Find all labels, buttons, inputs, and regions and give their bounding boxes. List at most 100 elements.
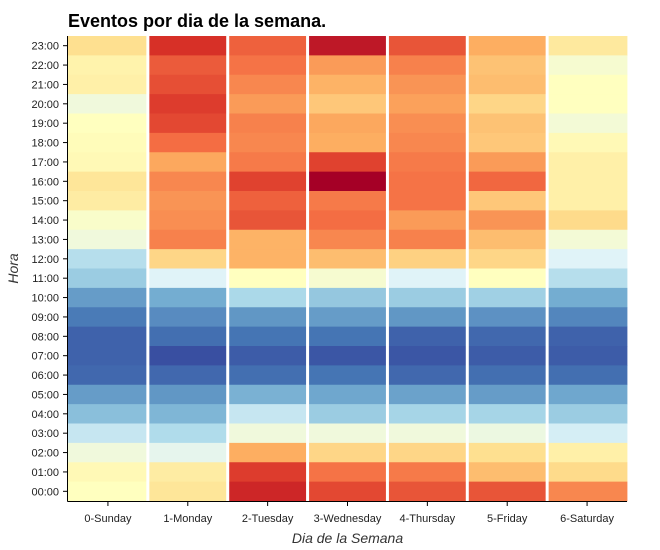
heatmap-cell [227, 481, 308, 502]
y-tick-label: 08:00 [31, 331, 59, 343]
heatmap-cell [387, 326, 468, 347]
y-tick-label: 17:00 [31, 157, 59, 169]
heatmap-cell [467, 132, 548, 153]
heatmap-cell [147, 442, 229, 463]
heatmap-cell [467, 55, 548, 76]
heatmap-cell [68, 384, 149, 405]
heatmap-cell [307, 365, 388, 386]
heatmap-cell [387, 404, 468, 424]
heatmap-cell [68, 365, 149, 386]
heatmap-cell [387, 36, 468, 56]
heatmap-cell [547, 249, 628, 269]
heatmap-cell [307, 191, 388, 211]
x-tick-label: 6-Saturday [560, 513, 614, 525]
y-tick-label: 22:00 [31, 60, 59, 72]
heatmap-cell [307, 171, 388, 192]
heatmap-cell [227, 132, 308, 153]
heatmap-cell [387, 346, 468, 366]
heatmap-cell [387, 442, 468, 463]
heatmap-cell [467, 152, 548, 173]
heatmap-cell [227, 36, 308, 56]
heatmap-cell [307, 384, 388, 405]
heatmap-cell [227, 210, 308, 231]
heatmap-cell [387, 94, 468, 114]
heatmap-cell [147, 268, 229, 289]
heatmap-cell [307, 481, 388, 502]
heatmap-cell [467, 268, 548, 289]
y-tick-label: 05:00 [31, 389, 59, 401]
heatmap-cell [387, 55, 468, 76]
heatmap-cell [387, 307, 468, 328]
heatmap-cell [227, 268, 308, 289]
heatmap-cell [547, 346, 628, 366]
heatmap-cell [147, 307, 229, 328]
heatmap-cell [68, 249, 149, 269]
heatmap-cell [147, 74, 229, 95]
heatmap-cell [547, 481, 628, 502]
y-tick-label: 00:00 [31, 486, 59, 498]
heatmap-cell [467, 442, 548, 463]
heatmap-cell [467, 307, 548, 328]
x-tick-label: 2-Tuesday [242, 513, 294, 525]
heatmap-cell [147, 36, 229, 56]
heatmap-cell [147, 113, 229, 134]
heatmap-cell [307, 229, 388, 250]
heatmap-cell [147, 55, 229, 76]
x-tick-label: 3-Wednesday [314, 513, 382, 525]
heatmap-cell [147, 94, 229, 114]
heatmap-cell [147, 229, 229, 250]
heatmap-cell [68, 152, 149, 173]
heatmap-cell [68, 404, 149, 424]
heatmap-cell [227, 404, 308, 424]
heatmap-cell [227, 113, 308, 134]
heatmap-cell [68, 171, 149, 192]
chart-title: Eventos por dia de la semana. [68, 11, 327, 31]
heatmap-cell [387, 113, 468, 134]
heatmap-cell [387, 152, 468, 173]
heatmap-cell [467, 423, 548, 444]
heatmap-cell [307, 94, 388, 114]
heatmap-cell [467, 346, 548, 366]
heatmap-cell [147, 191, 229, 211]
heatmap-cell [467, 481, 548, 502]
heatmap-cell [307, 423, 388, 444]
heatmap-cell [68, 36, 149, 56]
heatmap-cell [227, 74, 308, 95]
heatmap-cell [467, 326, 548, 347]
heatmap-cell [227, 94, 308, 114]
heatmap-cell [387, 365, 468, 386]
heatmap-cell [387, 423, 468, 444]
heatmap-cell [467, 210, 548, 231]
heatmap-cell [547, 326, 628, 347]
heatmap-cell [227, 171, 308, 192]
heatmap-cell [307, 268, 388, 289]
heatmap-cell [227, 307, 308, 328]
heatmap-cell [227, 384, 308, 405]
heatmap-cell [547, 36, 628, 56]
heatmap-cell [547, 365, 628, 386]
heatmap-cell [547, 113, 628, 134]
heatmap-cell [227, 55, 308, 76]
heatmap-cell [68, 346, 149, 366]
x-tick-label: 0-Sunday [84, 513, 132, 525]
heatmap-cell [307, 36, 388, 56]
heatmap-cell [387, 462, 468, 483]
heatmap-cell [307, 346, 388, 366]
heatmap-cell [547, 268, 628, 289]
heatmap-cell [547, 384, 628, 405]
heatmap-cell [387, 249, 468, 269]
heatmap-cell [227, 462, 308, 483]
heatmap-cell [147, 365, 229, 386]
heatmap-cell [68, 307, 149, 328]
heatmap-cell [68, 132, 149, 153]
x-tick-label: 1-Monday [163, 513, 212, 525]
y-tick-label: 23:00 [31, 41, 59, 53]
heatmap-cell [547, 287, 628, 308]
heatmap-cell [227, 191, 308, 211]
heatmap-cell [68, 462, 149, 483]
heatmap-cell [307, 152, 388, 173]
y-tick-label: 03:00 [31, 428, 59, 440]
heatmap-cell [147, 481, 229, 502]
heatmap-cell [307, 326, 388, 347]
y-tick-label: 11:00 [32, 273, 59, 285]
